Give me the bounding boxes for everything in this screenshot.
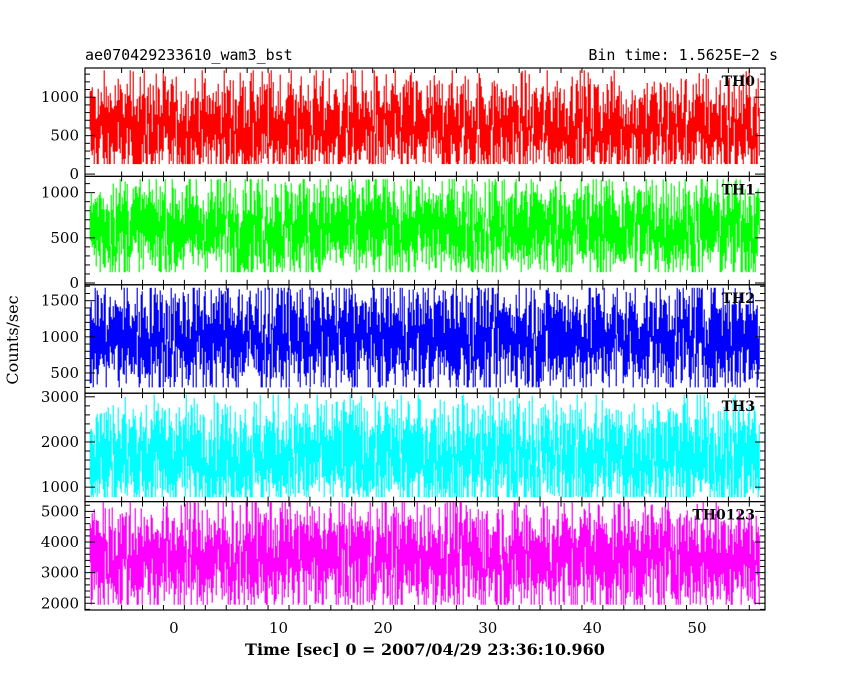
- x-tick-label: 40: [583, 619, 602, 637]
- y-tick-label: 5000: [41, 502, 79, 520]
- y-tick-label: 500: [50, 364, 79, 382]
- series-trace-th2: [89, 287, 760, 388]
- series-trace-th1: [89, 179, 760, 273]
- x-axis: 0 10 20 30 40 50: [169, 619, 706, 637]
- chart-title: ae070429233610_wam3_bst: [85, 46, 293, 64]
- y-tick-label: 500: [50, 127, 79, 145]
- panels-group: 0 500 1000 TH0 0 500 1000 TH1 500 1000 1500 TH2 1000…: [41, 67, 766, 612]
- panel-th0: 0 500 1000 TH0: [41, 67, 766, 183]
- panel-th2: 500 1000 1500 TH2: [41, 284, 766, 394]
- series-label: TH1: [722, 182, 755, 198]
- y-tick-label: 2000: [41, 433, 79, 451]
- bin-time-label: Bin time: 1.5625E−2 s: [588, 46, 778, 64]
- x-tick-label: 0: [169, 619, 179, 637]
- y-tick-label: 4000: [41, 533, 79, 551]
- y-tick-label: 3000: [41, 388, 79, 406]
- x-tick-label: 30: [478, 619, 497, 637]
- y-tick-label: 0: [69, 274, 79, 292]
- x-tick-label: 50: [687, 619, 706, 637]
- series-label: TH2: [722, 291, 755, 307]
- panel-th0123: 2000 3000 4000 5000 TH0123: [41, 501, 766, 612]
- y-tick-label: 1000: [41, 184, 79, 202]
- series-label: TH3: [722, 399, 755, 415]
- panel-th3: 1000 2000 3000 TH3: [41, 388, 766, 503]
- x-axis-label: Time [sec] 0 = 2007/04/29 23:36:10.960: [245, 640, 605, 659]
- y-tick-label: 1500: [41, 292, 79, 310]
- series-label: TH0123: [692, 508, 755, 524]
- y-tick-label: 1000: [41, 328, 79, 346]
- panel-th1: 0 500 1000 TH1: [41, 175, 766, 292]
- panel-frame: [84, 501, 766, 611]
- series-label: TH0: [722, 74, 756, 90]
- series-trace-th3: [89, 394, 760, 498]
- y-tick-label: 0: [69, 165, 79, 183]
- series-trace-th0123: [89, 502, 760, 605]
- x-tick-label: 10: [269, 619, 288, 637]
- x-tick-label: 20: [374, 619, 393, 637]
- series-trace-th0: [89, 70, 760, 165]
- y-tick-label: 500: [50, 229, 79, 247]
- y-tick-label: 1000: [41, 478, 79, 496]
- y-axis-label: Counts/sec: [3, 295, 22, 384]
- y-tick-label: 2000: [41, 594, 79, 612]
- y-tick-label: 3000: [41, 564, 79, 582]
- y-tick-label: 1000: [41, 88, 79, 106]
